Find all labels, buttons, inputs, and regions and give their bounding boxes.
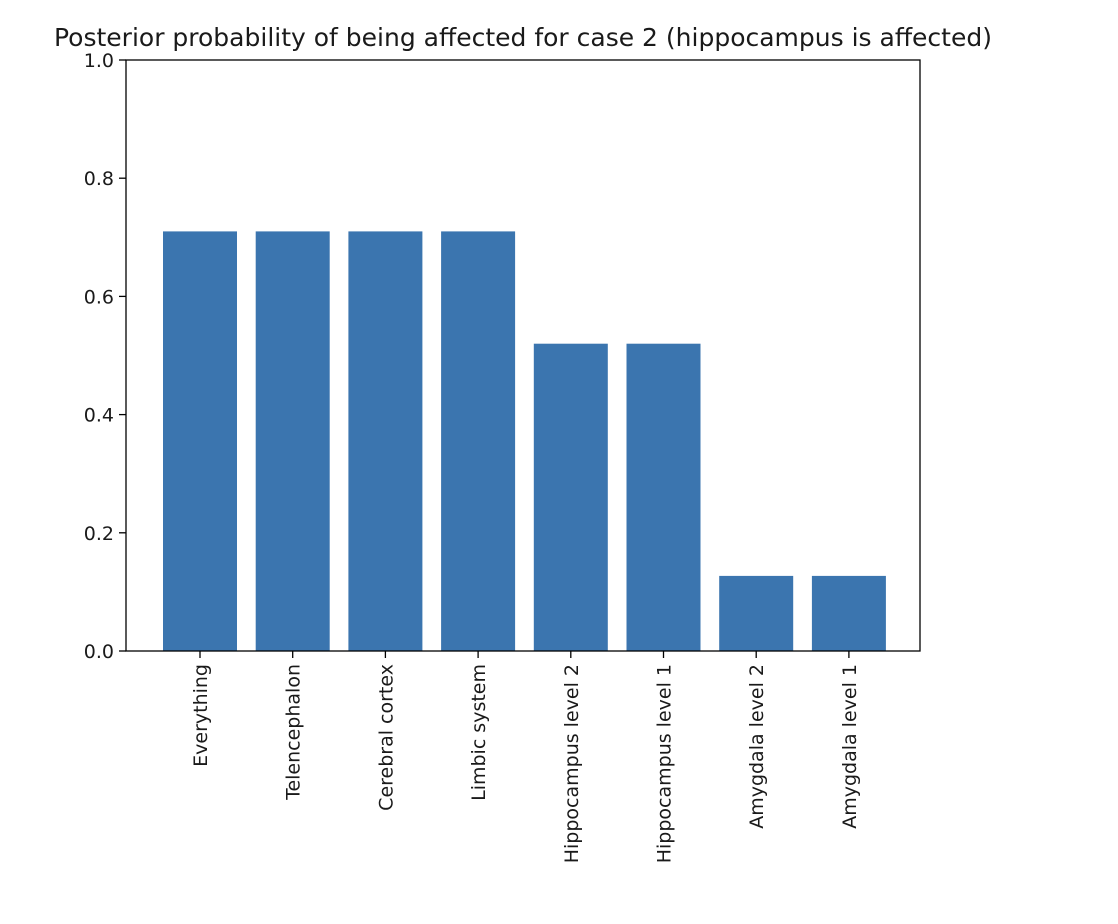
plot-frame [125,59,921,652]
x-tick-label: Telencephalon [283,664,305,801]
x-tick-label: Limbic system [468,664,490,801]
chart-title: Posterior probability of being affected … [54,23,992,52]
y-tick-label: 0.4 [84,405,114,427]
x-tick-label: Hippocampus level 2 [561,664,583,863]
axes-layer: 0.0 0.2 0.4 0.6 0.8 1.0 Everything Telencephalo… [84,50,921,863]
y-tick-label: 1.0 [84,50,114,72]
bar-4 [441,231,516,651]
x-tick-label: Amygdala level 2 [746,664,768,829]
y-tick-label: 0.6 [84,286,114,308]
bar-8 [811,575,886,651]
bar-3 [348,231,423,651]
bar-7 [719,575,794,651]
bar-2 [255,231,330,651]
bar-6 [626,343,701,651]
y-tick-label: 0.0 [84,641,114,663]
bars-layer [163,231,886,651]
x-tick-label: Amygdala level 1 [839,664,861,829]
x-tick-label: Everything [190,664,212,767]
bar-5 [533,343,608,651]
y-tick-label: 0.2 [84,523,114,545]
bar-1 [163,231,237,651]
x-tick-label: Cerebral cortex [375,664,397,811]
x-tick-label: Hippocampus level 1 [654,664,676,863]
y-tick-label: 0.8 [84,168,114,190]
